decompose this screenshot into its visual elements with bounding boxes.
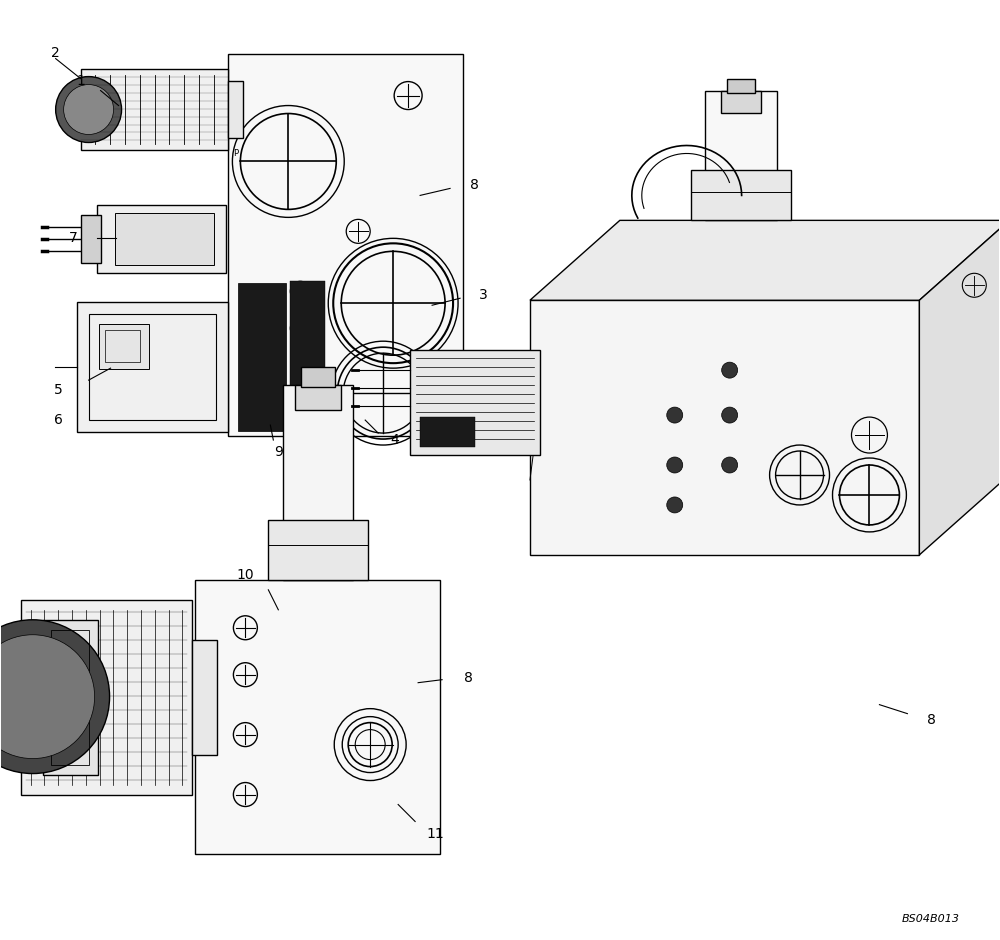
Text: 9: 9 xyxy=(274,445,283,459)
Polygon shape xyxy=(919,220,1000,555)
Bar xyxy=(192,640,217,755)
Circle shape xyxy=(667,407,683,423)
Bar xyxy=(290,281,325,426)
Bar xyxy=(99,324,149,369)
Text: 5: 5 xyxy=(54,384,63,397)
Bar xyxy=(115,213,214,265)
Text: 7: 7 xyxy=(69,231,78,245)
Text: 2: 2 xyxy=(51,46,60,59)
Circle shape xyxy=(0,634,95,759)
Bar xyxy=(105,330,140,362)
Circle shape xyxy=(722,407,738,423)
Polygon shape xyxy=(530,220,1000,300)
Bar xyxy=(97,206,226,274)
Text: 8: 8 xyxy=(470,179,478,193)
Bar xyxy=(195,580,440,854)
Circle shape xyxy=(667,497,683,513)
Bar xyxy=(51,630,89,764)
Circle shape xyxy=(722,362,738,378)
Bar xyxy=(268,520,368,580)
Circle shape xyxy=(64,85,114,134)
Bar xyxy=(21,600,192,794)
Text: 11: 11 xyxy=(426,827,444,841)
Circle shape xyxy=(667,457,683,473)
Circle shape xyxy=(56,76,122,143)
Text: BS04B013: BS04B013 xyxy=(901,915,959,924)
Bar xyxy=(721,90,761,113)
Bar xyxy=(301,368,335,387)
Bar xyxy=(283,385,353,580)
Bar xyxy=(410,351,540,455)
Bar xyxy=(295,385,341,410)
Bar xyxy=(89,314,216,420)
Bar xyxy=(77,303,228,432)
Bar xyxy=(705,90,777,220)
Text: 1: 1 xyxy=(76,73,85,87)
Bar xyxy=(691,170,791,220)
Text: 8: 8 xyxy=(927,713,936,727)
Text: 10: 10 xyxy=(237,568,254,582)
Bar xyxy=(81,215,101,263)
Text: P: P xyxy=(233,149,239,158)
Text: 6: 6 xyxy=(54,413,63,427)
Bar xyxy=(530,300,919,555)
Circle shape xyxy=(0,619,110,774)
Text: 4: 4 xyxy=(391,433,400,447)
Text: 8: 8 xyxy=(464,671,472,684)
Circle shape xyxy=(722,457,738,473)
Bar xyxy=(43,619,98,775)
Bar xyxy=(238,283,286,431)
Bar xyxy=(727,79,755,92)
Text: 3: 3 xyxy=(479,289,487,303)
Bar xyxy=(81,69,228,150)
Bar xyxy=(420,417,475,447)
Bar xyxy=(228,81,243,138)
Bar xyxy=(228,54,463,436)
